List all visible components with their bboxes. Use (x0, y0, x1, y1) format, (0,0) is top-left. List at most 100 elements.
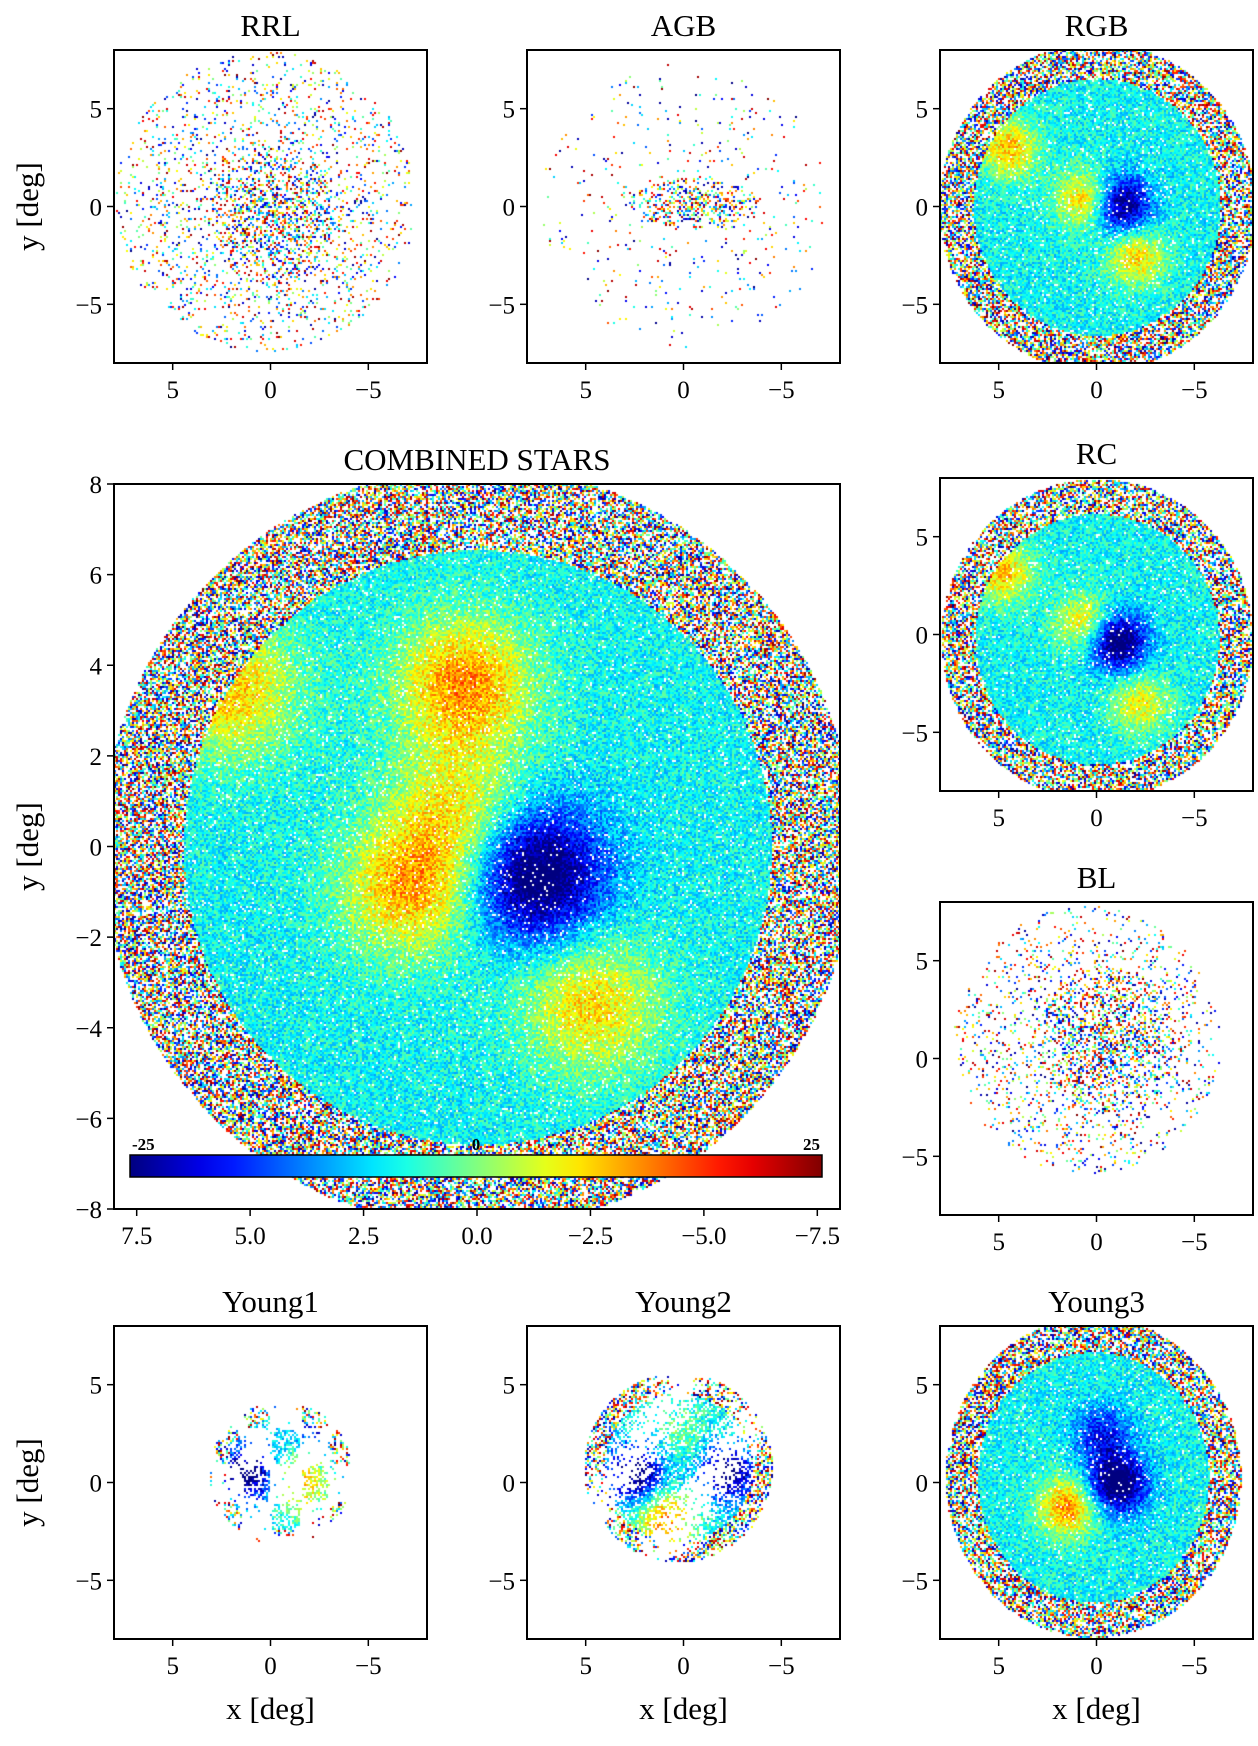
x-tick-label: 5 (579, 1653, 592, 1680)
x-tick-label: 0 (1090, 1229, 1103, 1256)
x-tick-label: 0 (264, 377, 277, 404)
y-tick-label: 5 (916, 949, 929, 976)
x-tick-label: 2.5 (348, 1223, 379, 1250)
y-tick-label: 5 (503, 97, 516, 124)
colorbar-mid-label: 0 (472, 1135, 481, 1154)
panel-rgb: RGB 5 0 −5 5 0 −5 (901, 8, 1254, 404)
y-tick-label: 8 (90, 472, 103, 499)
y-tick-label: −4 (75, 1016, 102, 1043)
x-tick-label: 0 (677, 1653, 690, 1680)
panel-title: COMBINED STARS (343, 442, 610, 477)
heatmap-image (114, 50, 427, 363)
x-tick-label: 5 (166, 377, 179, 404)
colorbar (129, 1154, 823, 1178)
panel-title: Young2 (635, 1284, 732, 1319)
y-tick-label: 5 (916, 97, 929, 124)
y-tick-label: −5 (901, 1144, 928, 1171)
y-axis-label: y [deg] (10, 1438, 45, 1527)
x-tick-label: −5 (1181, 377, 1208, 404)
panel-title: Young1 (222, 1284, 319, 1319)
x-tick-label: 5 (992, 377, 1005, 404)
x-tick-label: −5.0 (681, 1223, 726, 1250)
x-tick-label: 5 (992, 1653, 1005, 1680)
y-tick-label: 0 (90, 1471, 103, 1498)
y-tick-label: 5 (916, 525, 929, 552)
y-axis-label: y [deg] (10, 162, 45, 251)
y-tick-label: −6 (75, 1106, 102, 1133)
x-tick-label: −2.5 (568, 1223, 613, 1250)
panel-rc: RC 5 0 −5 5 0 −5 (901, 436, 1254, 832)
x-tick-label: 5 (166, 1653, 179, 1680)
y-tick-label: −5 (488, 1568, 515, 1595)
y-tick-label: 0 (916, 195, 929, 222)
panel-rrl: RRL 5 0 −5 5 0 −5 y [deg] (10, 8, 428, 404)
x-tick-label: 0 (1090, 377, 1103, 404)
heatmap-image (527, 1326, 840, 1639)
panel-title: RC (1076, 436, 1117, 471)
heatmap-image (940, 1326, 1253, 1639)
y-tick-label: −5 (901, 1568, 928, 1595)
x-tick-label: −5 (768, 377, 795, 404)
x-tick-label: −7.5 (795, 1223, 840, 1250)
x-axis-label: x [deg] (639, 1691, 728, 1726)
x-tick-label: −5 (768, 1653, 795, 1680)
heatmap-image (940, 50, 1253, 363)
panel-agb: AGB 5 0 −5 5 0 −5 (488, 8, 841, 404)
y-tick-label: 4 (90, 653, 103, 680)
x-tick-label: −5 (1181, 1229, 1208, 1256)
x-tick-label: 5 (992, 805, 1005, 832)
y-tick-label: 0 (503, 195, 516, 222)
x-tick-label: 0 (264, 1653, 277, 1680)
y-tick-label: 5 (916, 1373, 929, 1400)
y-tick-label: −5 (75, 292, 102, 319)
x-tick-label: −5 (355, 377, 382, 404)
x-tick-label: 0 (677, 377, 690, 404)
x-tick-label: −5 (1181, 1653, 1208, 1680)
y-tick-label: 2 (90, 744, 103, 771)
heatmap-image (527, 50, 840, 363)
panel-young1: Young1 5 0 −5 5 0 −5 y [deg] x [deg] (10, 1284, 428, 1726)
heatmap-image (940, 902, 1253, 1215)
y-tick-label: −2 (75, 925, 102, 952)
x-tick-label: −5 (355, 1653, 382, 1680)
y-axis-label: y [deg] (10, 802, 45, 891)
x-tick-label: −5 (1181, 805, 1208, 832)
x-tick-label: 5 (579, 377, 592, 404)
panel-bl: BL 5 0 −5 5 0 −5 (901, 860, 1254, 1256)
y-tick-label: 0 (916, 1047, 929, 1074)
y-tick-label: 6 (90, 563, 103, 590)
y-tick-label: 0 (916, 623, 929, 650)
panel-title: AGB (651, 8, 716, 43)
y-tick-label: 5 (90, 97, 103, 124)
x-axis-label: x [deg] (226, 1691, 315, 1726)
panel-title: RRL (240, 8, 300, 43)
y-tick-label: −8 (75, 1197, 102, 1224)
y-tick-label: −5 (75, 1568, 102, 1595)
panel-title: Young3 (1048, 1284, 1145, 1319)
y-tick-label: −5 (901, 292, 928, 319)
x-tick-label: 0 (1090, 1653, 1103, 1680)
panel-title: RGB (1065, 8, 1129, 43)
colorbar-max-label: 25 (803, 1135, 820, 1154)
x-tick-label: 7.5 (121, 1223, 152, 1250)
panel-young3: Young3 5 0 −5 5 0 −5 x [deg] (901, 1284, 1254, 1726)
y-tick-label: −5 (901, 720, 928, 747)
y-tick-label: 0 (916, 1471, 929, 1498)
y-tick-label: 5 (90, 1373, 103, 1400)
panel-young2: Young2 5 0 −5 5 0 −5 x [deg] (488, 1284, 841, 1726)
y-tick-label: 0 (503, 1471, 516, 1498)
heatmap-image (114, 1326, 427, 1639)
x-tick-label: 5 (992, 1229, 1005, 1256)
panel-title: BL (1077, 860, 1117, 895)
panel-combined-stars: COMBINED STARS 7.5 5.0 2.5 0.0 −2.5 −5.0 −7.5 8 6… (10, 442, 841, 1250)
colorbar-min-label: -25 (132, 1135, 155, 1154)
heatmap-image (114, 484, 840, 1209)
y-tick-label: 5 (503, 1373, 516, 1400)
heatmap-image (940, 478, 1253, 791)
x-tick-label: 0.0 (461, 1223, 492, 1250)
y-tick-label: 0 (90, 195, 103, 222)
x-axis-label: x [deg] (1052, 1691, 1141, 1726)
y-tick-label: 0 (90, 835, 103, 862)
y-tick-label: −5 (488, 292, 515, 319)
